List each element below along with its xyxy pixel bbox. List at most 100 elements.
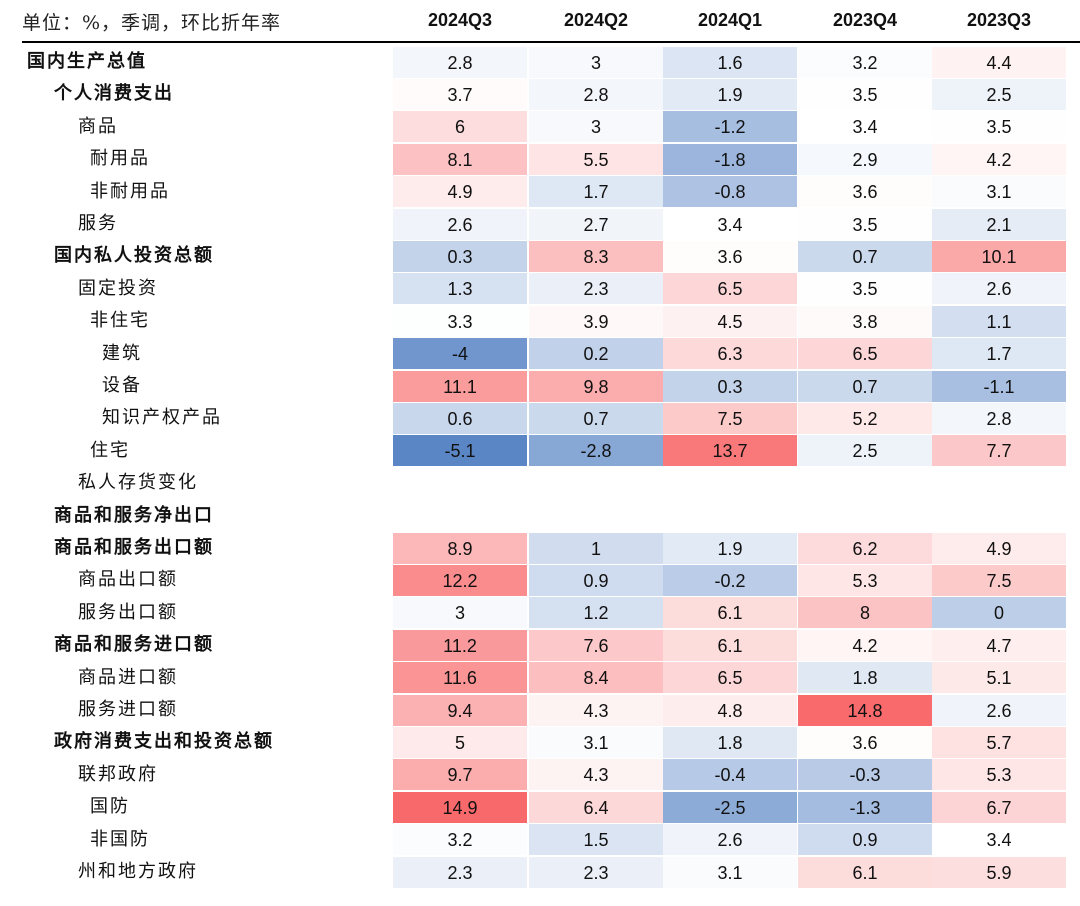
heatmap-cell: 6.3 — [663, 338, 797, 370]
heatmap-cell: 3.7 — [393, 78, 527, 110]
heatmap-cell: 0 — [932, 597, 1066, 629]
heatmap-cell: 8 — [798, 597, 932, 629]
heatmap-cell: 7.6 — [529, 629, 663, 661]
heatmap-cell: 3.5 — [798, 273, 932, 305]
heatmap-cell: -0.2 — [663, 564, 797, 596]
row-label: 联邦政府 — [78, 763, 158, 785]
column-header: 2023Q4 — [832, 10, 898, 30]
heatmap-cell: 5.3 — [932, 759, 1066, 791]
heatmap-cell: 5 — [393, 726, 527, 758]
heatmap-cell: -1.1 — [932, 370, 1066, 402]
heatmap-cell: 5.7 — [932, 726, 1066, 758]
heatmap-cell: 0.3 — [393, 240, 527, 272]
heatmap-cell: 7.5 — [663, 402, 797, 434]
heatmap-cell: 6.4 — [529, 791, 663, 823]
heatmap-cell: 4.4 — [932, 46, 1066, 78]
heatmap-cell: 2.3 — [529, 273, 663, 305]
heatmap-cell: 9.4 — [393, 694, 527, 726]
heatmap-cell: 6.1 — [663, 597, 797, 629]
heatmap-cell: 3.4 — [932, 824, 1066, 856]
heatmap-cell: 0.2 — [529, 338, 663, 370]
row-label: 商品进口额 — [78, 666, 178, 688]
heatmap-cell: 5.2 — [798, 402, 932, 434]
unit-label: 单位：%，季调，环比折年率 — [22, 12, 282, 34]
heatmap-cell: -2.8 — [529, 435, 663, 467]
row-label: 商品和服务出口额 — [54, 537, 214, 558]
heatmap-cell: 3.4 — [798, 111, 932, 143]
heatmap-cell: 1.5 — [529, 824, 663, 856]
heatmap-cell: 1.1 — [932, 305, 1066, 337]
heatmap-cell: 11.2 — [393, 629, 527, 661]
heatmap-cell: 4.8 — [663, 694, 797, 726]
row-label: 非国防 — [90, 828, 150, 850]
heatmap-cell: 6.2 — [798, 532, 932, 564]
row-label: 国内私人投资总额 — [54, 245, 214, 267]
heatmap-cell: 3.6 — [798, 176, 932, 208]
row-label: 商品出口额 — [78, 569, 178, 591]
heatmap-cell: 3.6 — [663, 240, 797, 272]
row-label: 服务 — [78, 213, 118, 234]
row-label: 固定投资 — [78, 277, 158, 299]
heatmap-cell: 2.1 — [932, 208, 1066, 240]
heatmap-cell: -5.1 — [393, 435, 527, 467]
heatmap-cell: 1.8 — [663, 726, 797, 758]
heatmap-cell: 1.3 — [393, 273, 527, 305]
heatmap-cell: 4.9 — [393, 176, 527, 208]
heatmap-cell: 2.7 — [529, 208, 663, 240]
heatmap-cell: 8.3 — [529, 240, 663, 272]
heatmap-cell: 6.1 — [663, 629, 797, 661]
heatmap-cell: 0.9 — [798, 824, 932, 856]
heatmap-cell: 4.3 — [529, 759, 663, 791]
heatmap-cell: 2.8 — [932, 402, 1066, 434]
row-label: 商品和服务净出口 — [54, 504, 214, 526]
heatmap-cell: 4.2 — [932, 143, 1066, 175]
row-label: 国防 — [90, 796, 130, 818]
heatmap-cell: 5.9 — [932, 856, 1066, 888]
row-label: 设备 — [102, 375, 142, 396]
heatmap-cell: 14.8 — [798, 694, 932, 726]
heatmap-cell: 2.6 — [932, 273, 1066, 305]
heatmap-cell: 1.8 — [798, 662, 932, 694]
heatmap-cell: 11.1 — [393, 370, 527, 402]
heatmap-cell: 1.9 — [663, 532, 797, 564]
heatmap-cell: 6.5 — [663, 273, 797, 305]
heatmap-cell: -4 — [393, 338, 527, 370]
heatmap-cell: 3.4 — [663, 208, 797, 240]
heatmap-cell: 3.1 — [932, 176, 1066, 208]
heatmap-cell: 4.7 — [932, 629, 1066, 661]
heatmap-cell: 9.7 — [393, 759, 527, 791]
heatmap-cell: 2.5 — [932, 78, 1066, 110]
heatmap-cell: 8.1 — [393, 143, 527, 175]
heatmap-cell: 1.7 — [932, 338, 1066, 370]
heatmap-cell: 3.6 — [798, 726, 932, 758]
heatmap-cell: 7.5 — [932, 564, 1066, 596]
heatmap-cell: 2.5 — [798, 435, 932, 467]
column-header: 2024Q3 — [427, 10, 493, 30]
row-label: 服务出口额 — [78, 601, 178, 623]
heatmap-cell: 3.2 — [393, 824, 527, 856]
heatmap-cell: 6 — [393, 111, 527, 143]
heatmap-cell: -0.3 — [798, 759, 932, 791]
heatmap-cell: 2.6 — [663, 824, 797, 856]
heatmap-cell: 6.1 — [798, 856, 932, 888]
heatmap-cell: 5.3 — [798, 564, 932, 596]
heatmap-cell: 10.1 — [932, 240, 1066, 272]
heatmap-cell: 3 — [529, 46, 663, 78]
heatmap-cell: 0.3 — [663, 370, 797, 402]
heatmap-cell: 6.5 — [663, 662, 797, 694]
heatmap-cell: 0.6 — [393, 402, 527, 434]
row-label: 知识产权产品 — [102, 407, 222, 429]
heatmap-cell: 2.6 — [932, 694, 1066, 726]
heatmap-cell: 3.8 — [798, 305, 932, 337]
heatmap-cell: -1.2 — [663, 111, 797, 143]
heatmap-cell: 0.7 — [798, 240, 932, 272]
heatmap-cell: 3.1 — [529, 726, 663, 758]
heatmap-cell: 2.9 — [798, 143, 932, 175]
heatmap-cell: 2.3 — [393, 856, 527, 888]
heatmap-cell: 4.3 — [529, 694, 663, 726]
heatmap-cell: 2.6 — [393, 208, 527, 240]
heatmap-cell: 3 — [529, 111, 663, 143]
heatmap-cell: 1.6 — [663, 46, 797, 78]
column-header: 2023Q3 — [966, 10, 1032, 30]
